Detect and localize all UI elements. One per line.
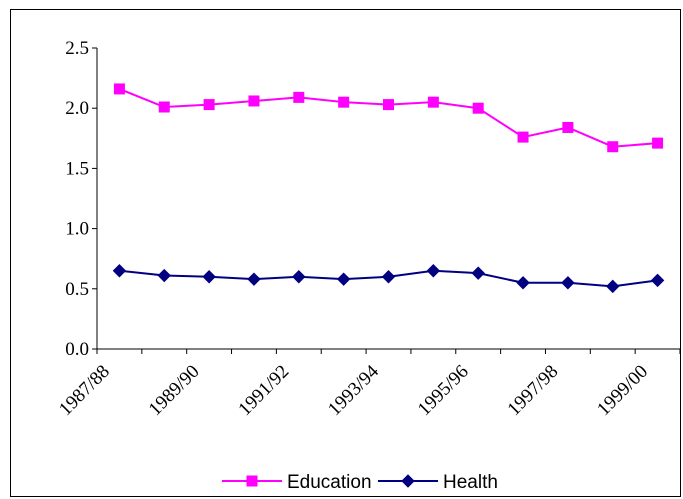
data-point-health xyxy=(516,276,530,290)
y-tick-label: 0.0 xyxy=(65,339,89,360)
data-point-education xyxy=(338,96,350,108)
data-point-education xyxy=(472,102,484,114)
data-point-health xyxy=(381,270,396,284)
legend-label: Education xyxy=(287,472,372,493)
data-point-health xyxy=(292,270,306,284)
y-tick-label: 1.0 xyxy=(65,219,89,240)
data-point-health xyxy=(650,273,665,288)
data-point-education xyxy=(607,141,619,153)
x-tick-label: 1991/92 xyxy=(234,361,293,420)
data-point-education xyxy=(562,121,574,133)
data-point-education xyxy=(113,83,125,95)
data-point-health xyxy=(471,266,485,280)
series-layer xyxy=(112,83,665,294)
data-point-health xyxy=(202,270,216,284)
x-axis-ticks: 1987/88 1989/90 1991/92 1993/94 1995/96 1997/… xyxy=(55,349,681,420)
data-point-health xyxy=(157,268,171,283)
data-point-health xyxy=(247,272,261,286)
y-tick-label: 0.5 xyxy=(65,279,89,300)
data-point-education xyxy=(383,99,394,111)
data-point-education xyxy=(517,131,529,143)
data-point-health xyxy=(112,264,127,278)
y-tick-label: 2.5 xyxy=(65,38,89,59)
legend: Education Health xyxy=(222,472,498,493)
data-point-health xyxy=(561,276,575,290)
data-point-education xyxy=(203,99,215,111)
legend-item-education: Education xyxy=(222,472,372,493)
data-point-health xyxy=(606,279,620,294)
data-point-education xyxy=(158,101,170,113)
series-education xyxy=(113,83,664,153)
data-point-health xyxy=(426,264,441,278)
y-tick-label: 2.0 xyxy=(65,98,89,119)
x-tick-label: 1995/96 xyxy=(414,361,473,420)
y-axis-ticks: 0.0 0.5 1.0 1.5 2.0 2.5 xyxy=(65,38,97,360)
data-point-health xyxy=(336,272,351,286)
legend-marker xyxy=(246,475,258,487)
x-tick-label: 1997/98 xyxy=(504,361,563,420)
x-tick-label: 1987/88 xyxy=(55,361,114,420)
y-tick-label: 1.5 xyxy=(65,158,89,179)
legend-label: Health xyxy=(443,472,498,493)
series-line-education xyxy=(119,88,658,148)
x-tick-label: 1993/94 xyxy=(324,361,383,420)
data-point-education xyxy=(427,96,439,108)
legend-marker xyxy=(401,474,415,488)
series-health xyxy=(112,264,665,294)
x-tick-label: 1999/00 xyxy=(593,361,652,420)
axes xyxy=(96,48,680,350)
data-point-education xyxy=(293,91,305,103)
data-point-education xyxy=(652,137,664,149)
legend-item-health: Health xyxy=(378,472,498,493)
data-point-education xyxy=(248,95,260,107)
x-tick-label: 1989/90 xyxy=(145,361,204,420)
